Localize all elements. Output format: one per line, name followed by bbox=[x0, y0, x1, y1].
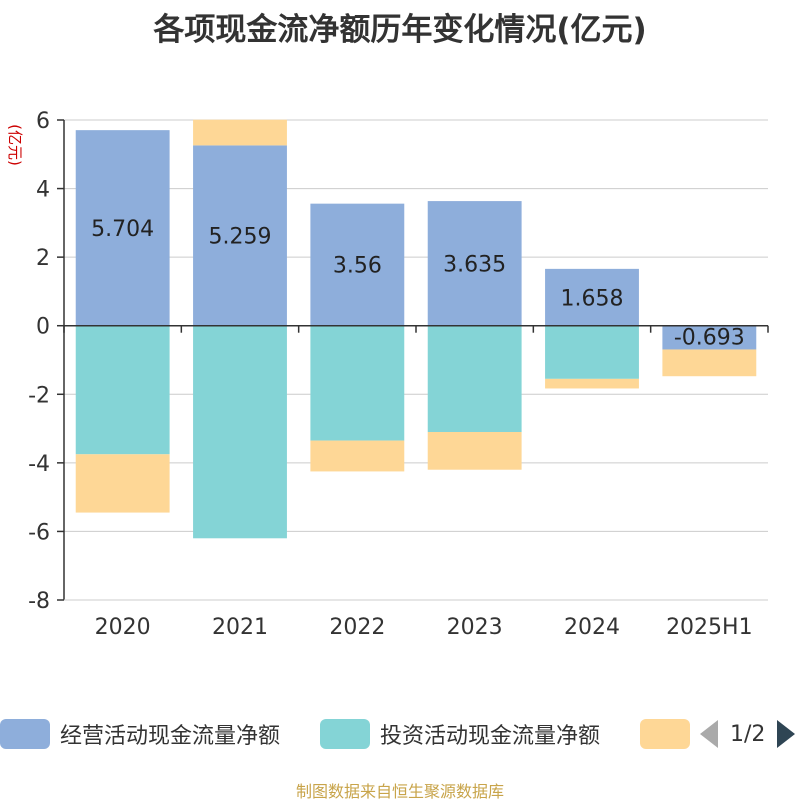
data-label: 5.259 bbox=[209, 225, 272, 250]
bar-investing-2024 bbox=[545, 325, 639, 379]
legend-item-investing[interactable]: 投资活动现金流量净额 bbox=[320, 716, 600, 752]
bar-operating-2023 bbox=[427, 201, 522, 326]
data-label: 5.704 bbox=[91, 217, 154, 242]
y-tick-label: -8 bbox=[28, 589, 50, 614]
bar-financing-2023 bbox=[427, 432, 522, 470]
bar-operating-2020 bbox=[75, 130, 170, 326]
legend-swatch-financing bbox=[640, 719, 690, 749]
bar-investing-2023 bbox=[427, 325, 522, 432]
data-label: -0.693 bbox=[674, 326, 745, 351]
y-tick-label: 4 bbox=[36, 178, 50, 203]
legend-page-indicator: 1/2 bbox=[730, 721, 766, 747]
source-note: 制图数据来自恒生聚源数据库 bbox=[295, 782, 504, 801]
data-label: 1.658 bbox=[561, 286, 624, 311]
legend-item-financing[interactable] bbox=[640, 716, 690, 752]
x-tick-label: 2020 bbox=[95, 615, 151, 640]
y-tick-label: 0 bbox=[36, 315, 50, 340]
data-label: 3.635 bbox=[443, 252, 506, 277]
y-tick-label: 6 bbox=[36, 109, 50, 134]
legend-label-operating: 经营活动现金流量净额 bbox=[60, 724, 281, 749]
bar-investing-2022 bbox=[310, 325, 405, 441]
legend-swatch-operating bbox=[0, 719, 50, 749]
x-tick-label: 2021 bbox=[212, 615, 268, 640]
bar-investing-2021 bbox=[193, 325, 287, 539]
bar-operating-2022 bbox=[310, 203, 405, 326]
bar-financing-2025H1 bbox=[662, 349, 757, 377]
bar-financing-2021 bbox=[193, 119, 287, 146]
bar-operating-2021 bbox=[193, 145, 287, 326]
y-axis-label: (亿元) bbox=[6, 124, 24, 166]
legend-prev-icon[interactable] bbox=[700, 720, 718, 748]
x-tick-label: 2024 bbox=[564, 615, 620, 640]
y-tick-label: -4 bbox=[28, 452, 50, 477]
legend-pager: 1/2 bbox=[700, 716, 796, 752]
x-tick-label: 2025H1 bbox=[666, 615, 753, 640]
legend-item-operating[interactable]: 经营活动现金流量净额 bbox=[0, 716, 280, 752]
bar-financing-2020 bbox=[75, 454, 170, 513]
legend-label-investing: 投资活动现金流量净额 bbox=[380, 724, 601, 749]
chart-title: 各项现金流净额历年变化情况(亿元) bbox=[153, 12, 647, 48]
legend-swatch-investing bbox=[320, 719, 370, 749]
y-tick-label: -2 bbox=[28, 383, 50, 408]
bar-operating-2024 bbox=[545, 268, 639, 326]
bar-financing-2024 bbox=[545, 378, 639, 389]
legend: 经营活动现金流量净额 投资活动现金流量净额 1/2 bbox=[0, 716, 800, 752]
data-label: 3.56 bbox=[333, 254, 382, 279]
bar-investing-2020 bbox=[75, 325, 170, 455]
legend-next-icon[interactable] bbox=[777, 720, 796, 748]
y-tick-label: -6 bbox=[28, 520, 50, 545]
y-tick-label: 2 bbox=[36, 246, 50, 271]
x-tick-label: 2022 bbox=[329, 615, 385, 640]
bar-financing-2022 bbox=[310, 440, 405, 472]
bar-operating-2025H1 bbox=[662, 325, 757, 350]
x-tick-label: 2023 bbox=[447, 615, 503, 640]
